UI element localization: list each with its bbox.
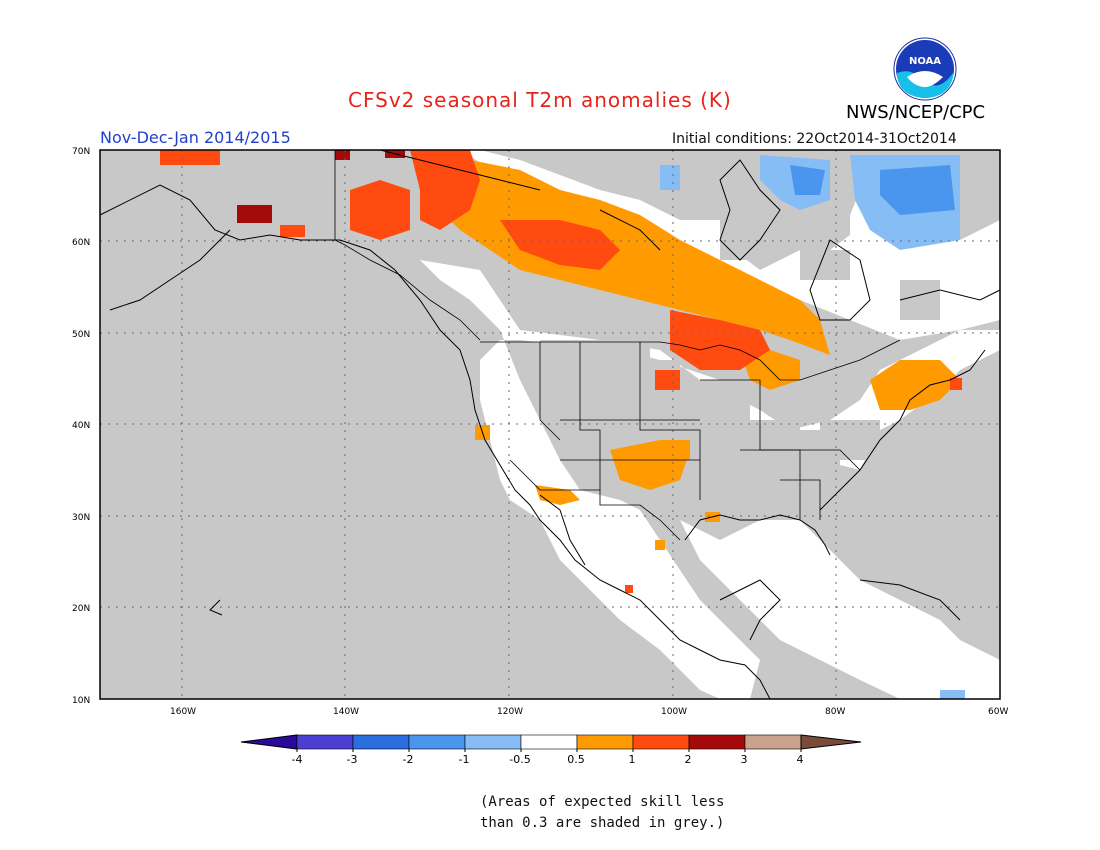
political-borders (334, 150, 901, 541)
coastlines (99, 149, 1001, 700)
lat-label: 20N (72, 604, 90, 614)
positive-anomaly-red (160, 150, 962, 593)
grey-patch (820, 420, 880, 460)
light-blue-patch (660, 165, 680, 190)
legend-arrow-low (240, 734, 298, 750)
near-normal-southeast (680, 520, 1000, 699)
red-patch (160, 150, 220, 165)
legend-swatch (744, 734, 802, 750)
orange-patch (655, 540, 665, 550)
legend-swatch (408, 734, 466, 750)
lat-label: 70N (72, 147, 90, 157)
note-line-1: (Areas of expected skill less (480, 794, 725, 810)
legend-tick: -2 (403, 753, 414, 766)
legend-swatch (520, 734, 578, 750)
orange-band-canada (430, 160, 830, 355)
grey-patch (720, 220, 780, 260)
light-blue-patch (940, 690, 965, 699)
red-patch (280, 225, 305, 237)
red-patch (950, 378, 962, 390)
noaa-logo: NOAA (893, 37, 957, 101)
lat-label: 30N (72, 513, 90, 523)
red-nw-canada (410, 150, 480, 230)
orange-northeast (870, 360, 960, 410)
grey-patch (800, 250, 850, 280)
legend-swatch (352, 734, 410, 750)
latitude-labels: 70N 60N 50N 40N 30N 20N 10N (72, 147, 90, 706)
red-manitoba (670, 310, 770, 370)
lon-label: 160W (170, 707, 196, 717)
darkred-patch (237, 205, 272, 223)
legend-swatch (296, 734, 354, 750)
legend-tick: 1 (629, 753, 636, 766)
lon-label: 120W (497, 707, 523, 717)
legend-tick: 3 (741, 753, 748, 766)
red-yukon (350, 180, 410, 240)
blue-quebec-core (790, 165, 825, 195)
initial-conditions: Initial conditions: 22Oct2014-31Oct2014 (672, 131, 957, 147)
legend-swatches (240, 734, 862, 752)
negative-anomaly-medium (790, 165, 955, 215)
legend-swatch (632, 734, 690, 750)
legend-tick: -4 (292, 753, 303, 766)
legend-tick: 0.5 (567, 753, 585, 766)
blue-labrador-core (880, 165, 955, 215)
map-frame (99, 149, 1001, 700)
legend-swatch (688, 734, 746, 750)
legend-swatch (464, 734, 522, 750)
season-label: Nov-Dec-Jan 2014/2015 (100, 128, 291, 147)
legend-tick-labels: -4 -3 -2 -1 -0.5 0.5 1 2 3 4 (292, 753, 804, 766)
legend-arrow-high (800, 734, 862, 750)
near-normal-mexico (520, 500, 720, 660)
legend-tick: 2 (685, 753, 692, 766)
legend-tick: 4 (797, 753, 804, 766)
near-normal-west-us (420, 260, 1000, 699)
lat-label: 40N (72, 421, 90, 431)
lat-label: 60N (72, 238, 90, 248)
graticule (100, 150, 1000, 699)
skill-note: (Areas of expected skill less than 0.3 a… (480, 792, 724, 834)
red-patch (655, 370, 680, 390)
legend-tick: -1 (459, 753, 470, 766)
legend-swatch (576, 734, 634, 750)
legend-tick: -0.5 (509, 753, 530, 766)
lon-label: 60W (988, 707, 1008, 717)
lon-label: 140W (333, 707, 359, 717)
chart-title: CFSv2 seasonal T2m anomalies (K) (348, 88, 732, 112)
logo-text: NOAA (909, 56, 941, 67)
lat-label: 10N (72, 696, 90, 706)
agency-label: NWS/NCEP/CPC (846, 102, 986, 123)
red-central-canada (500, 220, 620, 270)
lon-label: 80W (825, 707, 845, 717)
legend-tick: -3 (347, 753, 358, 766)
darkred-patch (335, 150, 350, 160)
red-patch (625, 585, 633, 593)
grey-patch (900, 280, 940, 320)
lon-label: 100W (661, 707, 687, 717)
note-line-2: than 0.3 are shaded in grey.) (480, 815, 725, 831)
lat-label: 50N (72, 330, 90, 340)
longitude-labels: 160W 140W 120W 100W 80W 60W (170, 707, 1008, 717)
orange-patch (660, 440, 690, 460)
